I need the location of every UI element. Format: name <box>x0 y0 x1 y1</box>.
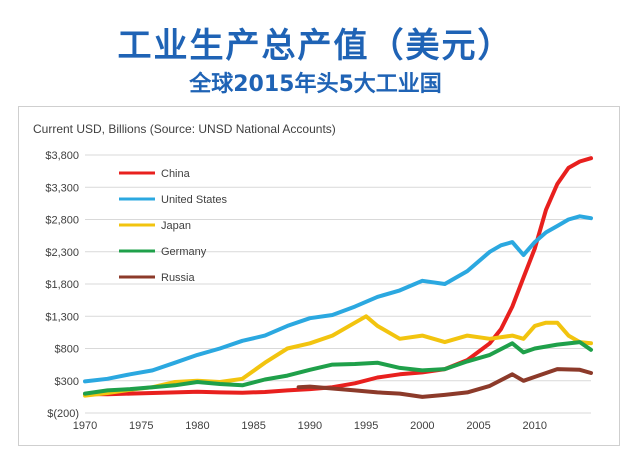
series-line-china <box>83 156 593 397</box>
y-tick-label: $2,800 <box>45 215 79 227</box>
y-axis-ticks: $(200) $300 $800 $1,300 $1,800 $2,300 $2,800 $3… <box>45 150 79 420</box>
y-tick-label: $3,300 <box>45 182 79 194</box>
x-tick-label: 1980 <box>185 420 209 432</box>
legend-label: Russia <box>161 272 196 284</box>
series-line-japan <box>83 314 593 398</box>
x-tick-label: 2010 <box>523 420 547 432</box>
chart-subtitle: 全球2015年头5大工业国 <box>189 72 442 97</box>
legend-label: Germany <box>161 246 207 258</box>
series-line-germany <box>83 340 593 396</box>
x-tick-label: 1970 <box>73 420 97 432</box>
y-tick-label: $1,300 <box>45 311 79 323</box>
series-lines <box>83 156 593 399</box>
grid <box>85 154 591 414</box>
series-line-united-states <box>83 214 593 384</box>
chart-title: 工业生产总产值（美元） <box>117 26 514 66</box>
line-chart: Current USD, Billions (Source: UNSD Nati… <box>33 122 593 432</box>
legend-label: United States <box>161 194 228 206</box>
chart-frame: Current USD, Billions (Source: UNSD Nati… <box>18 106 620 446</box>
series-line-russia <box>296 367 593 399</box>
y-tick-label: $1,800 <box>45 279 79 291</box>
x-axis-ticks: 1970 1975 1980 1985 1990 1995 2000 2005 2010 <box>73 420 547 432</box>
x-tick-label: 1985 <box>241 420 265 432</box>
x-tick-label: 2005 <box>466 420 490 432</box>
legend-label: China <box>161 168 191 180</box>
legend-label: Japan <box>161 220 191 232</box>
y-tick-label: $300 <box>55 376 79 388</box>
y-tick-label: $800 <box>55 344 79 356</box>
y-tick-label: $2,300 <box>45 247 79 259</box>
y-tick-label: $(200) <box>47 408 79 420</box>
source-label: Current USD, Billions (Source: UNSD Nati… <box>33 122 336 136</box>
y-tick-label: $3,800 <box>45 150 79 162</box>
x-tick-label: 2000 <box>410 420 434 432</box>
x-tick-label: 1995 <box>354 420 378 432</box>
x-tick-label: 1990 <box>298 420 322 432</box>
legend: China United States Japan Germany Russia <box>119 168 228 284</box>
x-tick-label: 1975 <box>129 420 153 432</box>
